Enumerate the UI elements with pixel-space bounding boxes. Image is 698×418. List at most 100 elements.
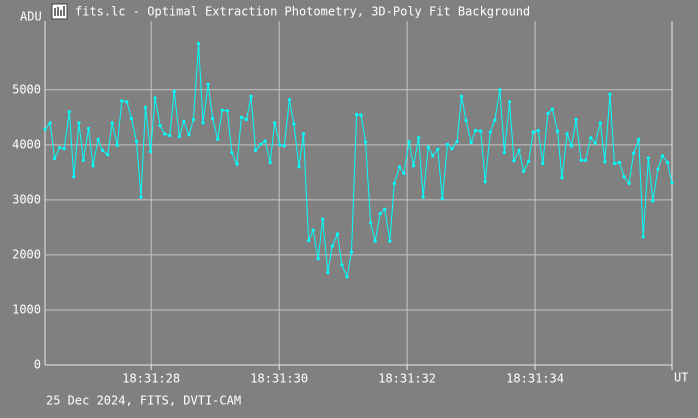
data-point [349, 250, 354, 254]
data-point [656, 167, 660, 171]
data-point [388, 239, 392, 243]
data-point [527, 159, 531, 163]
data-point [253, 148, 258, 152]
data-point [665, 160, 670, 165]
data-point [617, 160, 622, 165]
data-point [201, 121, 205, 125]
data-point [546, 111, 550, 116]
data-point [125, 100, 129, 104]
data-point [216, 137, 220, 141]
data-point [282, 144, 286, 148]
data-point [225, 109, 229, 113]
data-point [340, 263, 344, 267]
data-point [450, 147, 454, 151]
data-point [239, 115, 244, 119]
data-point [550, 107, 554, 111]
data-point [259, 142, 263, 146]
data-point [316, 257, 320, 261]
data-point [120, 99, 124, 103]
data-point [345, 275, 349, 279]
data-point [249, 94, 253, 99]
data-point [411, 164, 416, 168]
data-point [536, 128, 540, 133]
data-point [168, 133, 172, 138]
data-point [517, 148, 521, 152]
y-tick-label: 4000 [12, 137, 41, 151]
data-point [383, 207, 387, 211]
footer: 25 Dec 2024, FITS, DVTI-CAM [46, 394, 241, 408]
data-line [44, 43, 673, 279]
data-point [488, 130, 492, 134]
data-point [211, 116, 215, 121]
data-point [182, 119, 186, 123]
data-point [263, 139, 267, 143]
y-axis-label: ADU [20, 10, 42, 24]
app-icon [51, 3, 68, 20]
data-point [158, 123, 162, 128]
data-point [483, 180, 487, 184]
data-point [670, 181, 674, 185]
data-point [627, 181, 631, 185]
y-tick-label: 3000 [12, 192, 41, 206]
data-point [100, 148, 105, 152]
data-point [507, 100, 512, 104]
data-point [129, 116, 133, 121]
data-point [431, 154, 435, 158]
data-point [646, 156, 650, 160]
data-point [397, 165, 402, 169]
data-point [311, 228, 315, 232]
data-point [593, 141, 597, 145]
data-point [555, 129, 560, 133]
data-point [268, 160, 272, 165]
data-point [187, 133, 191, 137]
data-point [637, 137, 641, 141]
data-point [330, 244, 334, 248]
data-point [106, 153, 110, 157]
data-point [531, 130, 535, 134]
data-point [86, 126, 91, 130]
data-point [301, 132, 306, 136]
data-point [421, 195, 425, 199]
data-point [479, 129, 483, 133]
data-point [440, 197, 444, 201]
data-point [52, 157, 57, 161]
data-point [206, 82, 210, 86]
data-point [464, 119, 468, 123]
data-point [306, 239, 311, 243]
data-point [445, 142, 450, 146]
data-point [134, 139, 139, 144]
data-point [436, 147, 440, 151]
data-point [426, 145, 430, 149]
data-point [58, 145, 62, 150]
data-point [373, 239, 377, 243]
data-point [565, 132, 569, 136]
data-point [297, 165, 301, 169]
data-point [153, 96, 157, 100]
data-point [378, 212, 382, 216]
data-point [560, 176, 564, 180]
data-point [196, 41, 201, 46]
data-point [244, 117, 249, 122]
data-point [48, 121, 52, 125]
data-point [459, 94, 464, 99]
data-point [512, 159, 516, 163]
x-tick-label: 18:31:30 [250, 372, 308, 386]
data-point [139, 195, 143, 199]
x-axis-label: UT [674, 371, 688, 385]
data-point [392, 181, 396, 185]
x-tick-label: 18:31:28 [122, 372, 180, 386]
data-point [96, 137, 100, 141]
y-tick-label: 2000 [12, 247, 41, 261]
data-point [287, 98, 292, 102]
data-point [335, 232, 339, 236]
data-point [72, 175, 76, 179]
data-point [569, 144, 574, 148]
data-point [191, 117, 196, 122]
data-point [407, 139, 411, 144]
data-point [326, 270, 330, 275]
data-point [110, 121, 114, 125]
data-point [273, 121, 277, 125]
data-point [574, 117, 578, 122]
data-point [115, 143, 119, 147]
